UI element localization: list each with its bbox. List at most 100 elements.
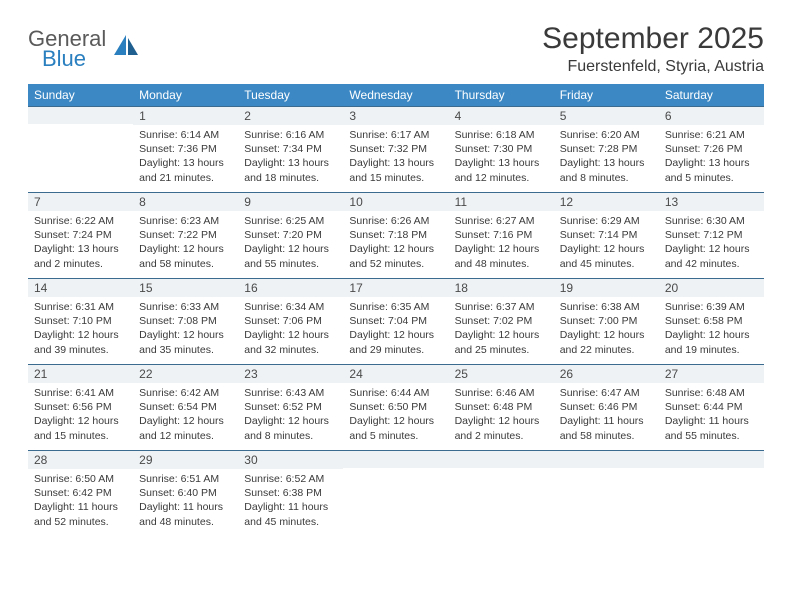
daylight-text: Daylight: 12 hours [665,242,758,256]
daylight-text: Daylight: 12 hours [455,328,548,342]
daylight-text: and 45 minutes. [560,257,653,271]
calendar-row: 1Sunrise: 6:14 AMSunset: 7:36 PMDaylight… [28,106,764,192]
sunset-text: Sunset: 6:44 PM [665,400,758,414]
day-number: 11 [449,192,554,211]
day-number: 16 [238,278,343,297]
day-number: 12 [554,192,659,211]
sunset-text: Sunset: 7:28 PM [560,142,653,156]
sunrise-text: Sunrise: 6:39 AM [665,300,758,314]
sunrise-text: Sunrise: 6:29 AM [560,214,653,228]
day-content: Sunrise: 6:14 AMSunset: 7:36 PMDaylight:… [133,125,238,189]
daylight-text: and 52 minutes. [34,515,127,529]
day-number: 6 [659,106,764,125]
daylight-text: and 55 minutes. [665,429,758,443]
calendar-cell: 7Sunrise: 6:22 AMSunset: 7:24 PMDaylight… [28,192,133,278]
sunrise-text: Sunrise: 6:27 AM [455,214,548,228]
sunset-text: Sunset: 7:02 PM [455,314,548,328]
sunrise-text: Sunrise: 6:52 AM [244,472,337,486]
day-content: Sunrise: 6:26 AMSunset: 7:18 PMDaylight:… [343,211,448,275]
sunset-text: Sunset: 6:40 PM [139,486,232,500]
daylight-text: Daylight: 13 hours [455,156,548,170]
day-number: 14 [28,278,133,297]
daylight-text: and 58 minutes. [560,429,653,443]
day-header: Tuesday [238,84,343,106]
sunrise-text: Sunrise: 6:31 AM [34,300,127,314]
calendar-cell: 1Sunrise: 6:14 AMSunset: 7:36 PMDaylight… [133,106,238,192]
day-content: Sunrise: 6:46 AMSunset: 6:48 PMDaylight:… [449,383,554,447]
day-header: Friday [554,84,659,106]
daylight-text: Daylight: 12 hours [139,242,232,256]
day-number: 7 [28,192,133,211]
sunrise-text: Sunrise: 6:50 AM [34,472,127,486]
calendar-cell: 17Sunrise: 6:35 AMSunset: 7:04 PMDayligh… [343,278,448,364]
daylight-text: Daylight: 13 hours [560,156,653,170]
logo: General Blue [28,22,140,70]
daylight-text: and 45 minutes. [244,515,337,529]
day-content: Sunrise: 6:31 AMSunset: 7:10 PMDaylight:… [28,297,133,361]
calendar-cell: 29Sunrise: 6:51 AMSunset: 6:40 PMDayligh… [133,450,238,536]
sunset-text: Sunset: 7:34 PM [244,142,337,156]
day-content: Sunrise: 6:20 AMSunset: 7:28 PMDaylight:… [554,125,659,189]
day-number: 18 [449,278,554,297]
daylight-text: and 5 minutes. [665,171,758,185]
day-content: Sunrise: 6:42 AMSunset: 6:54 PMDaylight:… [133,383,238,447]
calendar-cell: 27Sunrise: 6:48 AMSunset: 6:44 PMDayligh… [659,364,764,450]
sunset-text: Sunset: 7:12 PM [665,228,758,242]
calendar-cell: 10Sunrise: 6:26 AMSunset: 7:18 PMDayligh… [343,192,448,278]
daylight-text: Daylight: 13 hours [665,156,758,170]
calendar-cell: 30Sunrise: 6:52 AMSunset: 6:38 PMDayligh… [238,450,343,536]
sunset-text: Sunset: 6:54 PM [139,400,232,414]
sunset-text: Sunset: 6:58 PM [665,314,758,328]
month-title: September 2025 [542,22,764,56]
calendar-cell: 22Sunrise: 6:42 AMSunset: 6:54 PMDayligh… [133,364,238,450]
day-header: Monday [133,84,238,106]
calendar-cell [343,450,448,536]
calendar-cell: 23Sunrise: 6:43 AMSunset: 6:52 PMDayligh… [238,364,343,450]
sunrise-text: Sunrise: 6:21 AM [665,128,758,142]
day-content: Sunrise: 6:37 AMSunset: 7:02 PMDaylight:… [449,297,554,361]
location: Fuerstenfeld, Styria, Austria [542,58,764,76]
sunset-text: Sunset: 6:56 PM [34,400,127,414]
day-header: Saturday [659,84,764,106]
daylight-text: and 25 minutes. [455,343,548,357]
day-content: Sunrise: 6:50 AMSunset: 6:42 PMDaylight:… [28,469,133,533]
calendar-cell: 5Sunrise: 6:20 AMSunset: 7:28 PMDaylight… [554,106,659,192]
calendar-cell: 11Sunrise: 6:27 AMSunset: 7:16 PMDayligh… [449,192,554,278]
sunset-text: Sunset: 7:06 PM [244,314,337,328]
calendar-cell: 18Sunrise: 6:37 AMSunset: 7:02 PMDayligh… [449,278,554,364]
daylight-text: and 32 minutes. [244,343,337,357]
daylight-text: and 39 minutes. [34,343,127,357]
sunset-text: Sunset: 6:46 PM [560,400,653,414]
day-number: 19 [554,278,659,297]
sunset-text: Sunset: 7:18 PM [349,228,442,242]
sunrise-text: Sunrise: 6:23 AM [139,214,232,228]
sunrise-text: Sunrise: 6:22 AM [34,214,127,228]
sunset-text: Sunset: 6:42 PM [34,486,127,500]
sunset-text: Sunset: 7:00 PM [560,314,653,328]
day-number: 20 [659,278,764,297]
daylight-text: Daylight: 12 hours [244,414,337,428]
day-header: Sunday [28,84,133,106]
sunset-text: Sunset: 7:14 PM [560,228,653,242]
sunrise-text: Sunrise: 6:38 AM [560,300,653,314]
daylight-text: and 2 minutes. [34,257,127,271]
daylight-text: Daylight: 12 hours [244,328,337,342]
daylight-text: Daylight: 11 hours [244,500,337,514]
daylight-text: Daylight: 12 hours [349,242,442,256]
daylight-text: and 21 minutes. [139,171,232,185]
day-number: 28 [28,450,133,469]
day-number: 3 [343,106,448,125]
daylight-text: Daylight: 13 hours [139,156,232,170]
calendar-row: 14Sunrise: 6:31 AMSunset: 7:10 PMDayligh… [28,278,764,364]
sunrise-text: Sunrise: 6:26 AM [349,214,442,228]
sunrise-text: Sunrise: 6:44 AM [349,386,442,400]
daylight-text: Daylight: 12 hours [34,414,127,428]
sunset-text: Sunset: 7:22 PM [139,228,232,242]
calendar-row: 21Sunrise: 6:41 AMSunset: 6:56 PMDayligh… [28,364,764,450]
daylight-text: Daylight: 13 hours [349,156,442,170]
sunrise-text: Sunrise: 6:17 AM [349,128,442,142]
logo-line2: Blue [42,48,106,70]
calendar-table: Sunday Monday Tuesday Wednesday Thursday… [28,84,764,536]
calendar-cell [28,106,133,192]
sunrise-text: Sunrise: 6:46 AM [455,386,548,400]
